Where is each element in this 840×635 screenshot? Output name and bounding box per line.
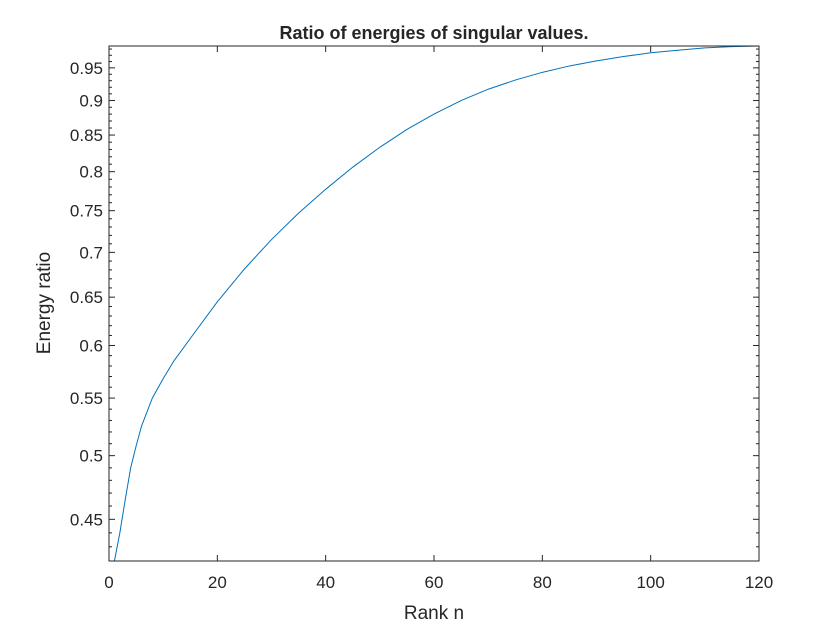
y-tick-label: 0.45 [70, 510, 103, 529]
y-tick-label: 0.75 [70, 202, 103, 221]
y-tick-label: 0.5 [79, 447, 103, 466]
x-axis-label: Rank n [404, 603, 464, 624]
y-tick-label: 0.85 [70, 126, 103, 145]
y-tick-label: 0.95 [70, 59, 103, 78]
x-tick-label: 100 [636, 573, 664, 592]
x-tick-label: 120 [745, 573, 773, 592]
y-tick-label: 0.65 [70, 288, 103, 307]
x-tick-label: 40 [316, 573, 335, 592]
chart-title: Ratio of energies of singular values. [279, 23, 588, 43]
series-line [113, 45, 760, 562]
y-tick-label: 0.8 [79, 163, 103, 182]
plot-frame [108, 45, 760, 562]
plot-background [109, 46, 759, 561]
y-tick-label: 0.55 [70, 389, 103, 408]
tick-labels: 0 20 40 60 80 100 120 0.45 0.5 0.55 0.6 0.65 0.7 0.75… [70, 59, 773, 592]
x-tick-label: 80 [533, 573, 552, 592]
y-tick-label: 0.6 [79, 337, 103, 356]
y-axis-label: Energy ratio [34, 252, 55, 354]
x-tick-label: 20 [208, 573, 227, 592]
x-tick-label: 0 [104, 573, 113, 592]
y-tick-label: 0.7 [79, 243, 103, 262]
x-tick-label: 60 [425, 573, 444, 592]
y-tick-label: 0.9 [79, 92, 103, 111]
